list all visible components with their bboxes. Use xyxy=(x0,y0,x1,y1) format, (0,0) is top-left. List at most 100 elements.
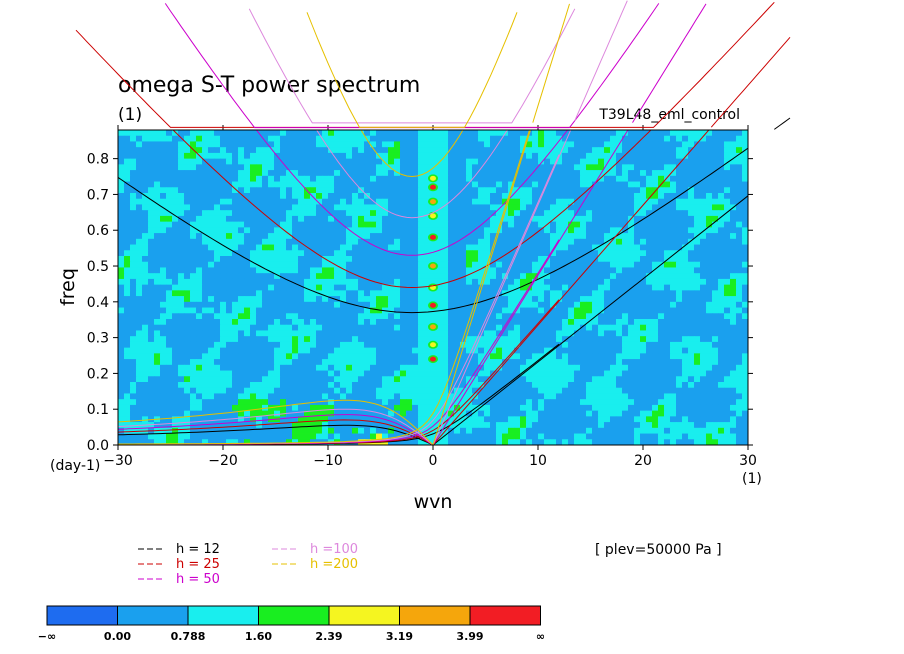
heatmap-cell xyxy=(418,364,425,371)
heatmap-cell xyxy=(382,359,389,366)
heatmap-cell xyxy=(634,313,641,320)
heatmap-cell xyxy=(490,193,497,200)
heatmap-cell xyxy=(436,135,443,142)
heatmap-cell xyxy=(328,187,335,194)
heatmap-cell xyxy=(520,301,527,308)
heatmap-cell xyxy=(574,175,581,182)
heatmap-cell xyxy=(472,221,479,228)
heatmap-cell xyxy=(310,204,317,211)
heatmap-cell xyxy=(538,296,545,303)
heatmap-cell xyxy=(490,273,497,280)
heatmap-cell xyxy=(472,290,479,297)
heatmap-cell xyxy=(388,261,395,268)
heatmap-cell xyxy=(232,141,239,148)
heatmap-cell xyxy=(118,210,125,217)
heatmap-cell xyxy=(334,347,341,354)
heatmap-cell xyxy=(280,198,287,205)
heatmap-cell xyxy=(598,319,605,326)
heatmap-cell xyxy=(610,347,617,354)
heatmap-cell xyxy=(148,158,155,165)
heatmap-cell xyxy=(520,250,527,257)
heatmap-cell xyxy=(472,336,479,343)
heatmap-cell xyxy=(352,198,359,205)
heatmap-cell xyxy=(412,382,419,389)
heatmap-cell xyxy=(232,193,239,200)
heatmap-cell xyxy=(340,164,347,171)
heatmap-cell xyxy=(394,204,401,211)
heatmap-cell xyxy=(124,130,131,137)
heatmap-cell xyxy=(442,147,449,154)
heatmap-cell xyxy=(322,175,329,182)
heatmap-cell xyxy=(622,273,629,280)
heatmap-cell xyxy=(178,261,185,268)
heatmap-cell xyxy=(502,382,509,389)
heatmap-cell xyxy=(136,164,143,171)
heatmap-cell xyxy=(328,158,335,165)
heatmap-cell xyxy=(268,393,275,400)
heatmap-cell xyxy=(292,215,299,223)
heatmap-cell xyxy=(454,256,461,263)
heatmap-cell xyxy=(430,296,437,303)
heatmap-cell xyxy=(592,193,599,200)
heatmap-cell xyxy=(310,347,317,354)
heatmap-cell xyxy=(394,130,401,137)
heatmap-cell xyxy=(646,376,653,383)
heatmap-cell xyxy=(580,307,587,314)
heatmap-cell xyxy=(700,319,707,326)
heatmap-cell xyxy=(364,130,371,137)
heatmap-cell xyxy=(436,193,443,200)
heatmap-cell xyxy=(694,193,701,200)
heatmap-cell xyxy=(262,359,269,366)
heatmap-cell xyxy=(502,376,509,383)
heatmap-cell xyxy=(262,296,269,303)
heatmap-cell xyxy=(676,181,683,188)
heatmap-cell xyxy=(616,147,623,154)
heatmap-cell xyxy=(250,347,257,354)
heatmap-cell xyxy=(700,130,707,137)
heatmap-cell xyxy=(514,152,521,160)
heatmap-cell xyxy=(442,376,449,383)
heatmap-cell xyxy=(490,301,497,308)
heatmap-cell xyxy=(184,290,191,297)
heatmap-cell xyxy=(580,296,587,303)
heatmap-cell xyxy=(526,353,533,360)
heatmap-cell xyxy=(274,313,281,320)
heatmap-cell xyxy=(712,324,719,331)
heatmap-cell xyxy=(208,210,215,217)
heatmap-cell xyxy=(598,130,605,137)
heatmap-cell xyxy=(370,198,377,205)
heatmap-cell xyxy=(436,181,443,188)
heatmap-cell xyxy=(340,152,347,160)
heatmap-cell xyxy=(532,181,539,188)
heatmap-cell xyxy=(304,353,311,360)
heatmap-cell xyxy=(700,284,707,291)
heatmap-cell xyxy=(376,313,383,320)
heatmap-cell xyxy=(442,170,449,177)
heatmap-cell xyxy=(238,187,245,194)
heatmap-cell xyxy=(718,238,725,245)
heatmap-cell xyxy=(202,135,209,142)
heatmap-cell xyxy=(616,324,623,331)
heatmap-cell xyxy=(448,135,455,142)
heatmap-cell xyxy=(604,347,611,354)
heatmap-cell xyxy=(268,284,275,291)
heatmap-cell xyxy=(676,376,683,383)
heatmap-cell xyxy=(418,278,425,286)
heatmap-cell xyxy=(184,193,191,200)
heatmap-cell xyxy=(718,313,725,320)
heatmap-cell xyxy=(358,273,365,280)
heatmap-cell xyxy=(448,290,455,297)
heatmap-cell xyxy=(496,181,503,188)
heatmap-cell xyxy=(148,307,155,314)
heatmap-cell xyxy=(340,227,347,234)
heatmap-cell xyxy=(616,330,623,337)
heatmap-cell xyxy=(574,267,581,274)
heatmap-cell xyxy=(298,130,305,137)
heatmap-cell xyxy=(694,370,701,377)
heatmap-cell xyxy=(586,233,593,240)
heatmap-cell xyxy=(154,341,161,349)
heatmap-cell xyxy=(712,130,719,137)
heatmap-cell xyxy=(526,382,533,389)
heatmap-cell xyxy=(448,301,455,308)
heatmap-cell xyxy=(166,399,173,406)
